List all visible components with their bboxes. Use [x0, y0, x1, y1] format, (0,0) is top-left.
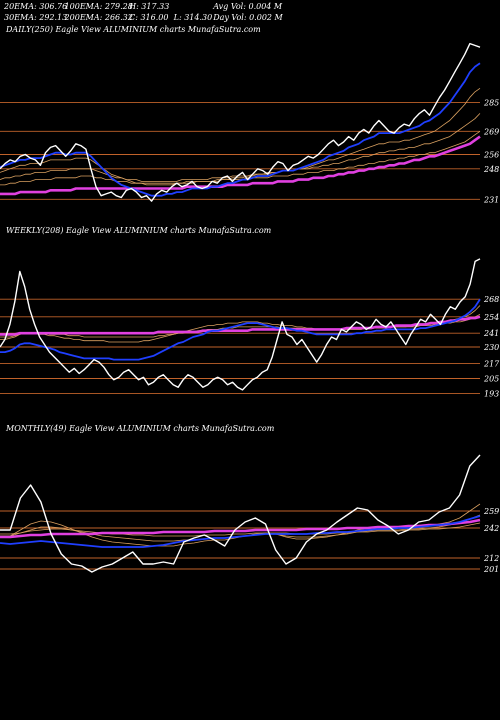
daily-price-line	[0, 42, 481, 202]
stats-row-1: 20EMA: 306.76 100EMA: 279.28 H: 317.33 A…	[4, 2, 283, 13]
daily-ema-line-2	[0, 113, 481, 182]
daily-ema-short-line	[0, 62, 481, 197]
ema100-value: 100EMA: 279.28	[64, 2, 133, 11]
ema30-value: 30EMA: 292.13	[4, 12, 68, 22]
daily-level-label-285: 285	[483, 99, 499, 108]
weekly-level-label-268: 268	[483, 295, 499, 304]
close-value: C: 316.00	[129, 12, 169, 22]
weekly-level-label-205: 205	[483, 375, 499, 384]
monthly-panel: 259 242 212 201	[0, 454, 499, 574]
daily-ema-long-line	[0, 135, 481, 196]
weekly-price-line	[0, 258, 481, 391]
monthly-ema-long-line	[0, 518, 481, 539]
weekly-level-label-193: 193	[484, 390, 499, 399]
daily-panel: 285 269 256 248 231	[0, 42, 499, 204]
daily-ema-line-3	[0, 130, 481, 186]
low-value: L: 314.30	[173, 12, 213, 22]
weekly-panel-title: WEEKLY(208) Eagle View ALUMINIUM charts …	[6, 226, 272, 235]
monthly-level-label-212: 212	[483, 554, 499, 563]
weekly-ema-long-line	[0, 315, 481, 336]
weekly-panel: 268 254 241 230 217 205 193	[0, 258, 500, 399]
stats-row-2: 30EMA: 292.13 200EMA: 266.32 C: 316.00 L…	[4, 13, 283, 24]
monthly-level-label-259: 259	[483, 507, 499, 516]
day-vol-value: Day Vol: 0.002 M	[213, 12, 283, 22]
ema20-value: 20EMA: 306.76	[4, 2, 68, 11]
daily-level-label-248: 248	[483, 165, 499, 174]
stats-header: 20EMA: 306.76 100EMA: 279.28 H: 317.33 A…	[4, 2, 283, 23]
daily-level-label-256: 256	[483, 151, 499, 160]
weekly-level-label-217: 217	[483, 359, 500, 368]
monthly-level-label-201: 201	[483, 565, 499, 574]
monthly-price-line	[0, 454, 481, 573]
avg-vol-value: Avg Vol: 0.004 M	[213, 2, 283, 11]
daily-level-label-269: 269	[483, 127, 499, 136]
monthly-panel-title: MONTHLY(49) Eagle View ALUMINIUM charts …	[6, 424, 275, 433]
high-value: H: 317.33	[129, 2, 170, 11]
daily-panel-title: DAILY(250) Eagle View ALUMINIUM charts M…	[6, 25, 261, 34]
weekly-level-label-241: 241	[483, 329, 499, 338]
daily-level-label-231: 231	[483, 195, 499, 204]
monthly-ema-short-line	[0, 515, 481, 548]
daily-ema-line-1	[0, 87, 481, 186]
monthly-level-label-242: 242	[483, 524, 499, 533]
monthly-ema-line-3	[0, 522, 481, 537]
weekly-level-label-230: 230	[483, 343, 499, 352]
weekly-ema-line-1	[0, 305, 481, 343]
weekly-level-label-254: 254	[483, 313, 499, 322]
weekly-ema-short-line	[0, 298, 481, 361]
ema200-value: 200EMA: 266.32	[64, 12, 133, 22]
